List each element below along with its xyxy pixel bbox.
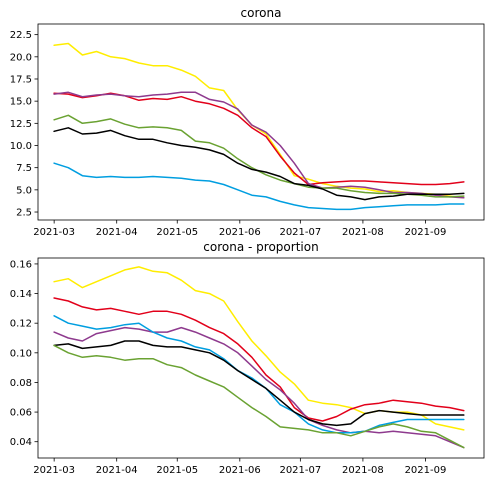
series-line bbox=[53, 91, 465, 199]
y-tick-label: 0.14 bbox=[10, 289, 32, 300]
x-tick-label: 2021-04 bbox=[96, 227, 138, 238]
y-tick-label: 20.0 bbox=[10, 52, 32, 63]
x-tick-label: 2021-05 bbox=[156, 227, 198, 238]
y-tick-label: 2.5 bbox=[16, 208, 32, 219]
chart-title: corona bbox=[241, 6, 282, 20]
series-line bbox=[53, 162, 465, 211]
y-tick-label: 12.5 bbox=[10, 119, 32, 130]
x-tick-label: 2021-08 bbox=[342, 227, 384, 238]
x-tick-label: 2021-06 bbox=[219, 227, 261, 238]
x-tick-label: 2021-09 bbox=[405, 465, 447, 476]
x-tick-label: 2021-07 bbox=[279, 465, 321, 476]
plot-area-frame bbox=[37, 23, 485, 221]
x-tick-label: 2021-04 bbox=[96, 465, 138, 476]
y-tick-label: 0.08 bbox=[10, 378, 32, 389]
y-tick-label: 17.5 bbox=[10, 74, 32, 85]
series-line bbox=[53, 297, 465, 422]
y-tick-label: 0.12 bbox=[10, 319, 32, 330]
y-tick-label: 5.0 bbox=[16, 185, 32, 196]
series-line bbox=[53, 340, 465, 427]
chart-title: corona - proportion bbox=[203, 240, 318, 254]
y-tick-label: 7.5 bbox=[16, 163, 32, 174]
series-line bbox=[53, 42, 465, 199]
y-tick-label: 10.0 bbox=[10, 141, 32, 152]
x-tick-label: 2021-05 bbox=[156, 465, 198, 476]
y-tick-label: 0.10 bbox=[10, 348, 32, 359]
series-line bbox=[53, 127, 465, 201]
x-tick-label: 2021-06 bbox=[219, 465, 261, 476]
y-tick-label: 0.04 bbox=[10, 437, 32, 448]
series-line bbox=[53, 344, 465, 449]
x-tick-label: 2021-07 bbox=[279, 227, 321, 238]
y-tick-label: 0.06 bbox=[10, 408, 32, 419]
series-line bbox=[53, 326, 465, 449]
x-tick-label: 2021-03 bbox=[33, 465, 75, 476]
series-line bbox=[53, 315, 465, 434]
series-line bbox=[53, 114, 465, 198]
x-tick-label: 2021-09 bbox=[405, 227, 447, 238]
y-tick-label: 15.0 bbox=[10, 97, 32, 108]
x-tick-label: 2021-03 bbox=[33, 227, 75, 238]
series-line bbox=[53, 266, 465, 431]
y-tick-label: 0.16 bbox=[10, 259, 32, 270]
y-tick-label: 22.5 bbox=[10, 30, 32, 41]
plot-area-frame bbox=[37, 257, 485, 459]
x-tick-label: 2021-08 bbox=[342, 465, 384, 476]
